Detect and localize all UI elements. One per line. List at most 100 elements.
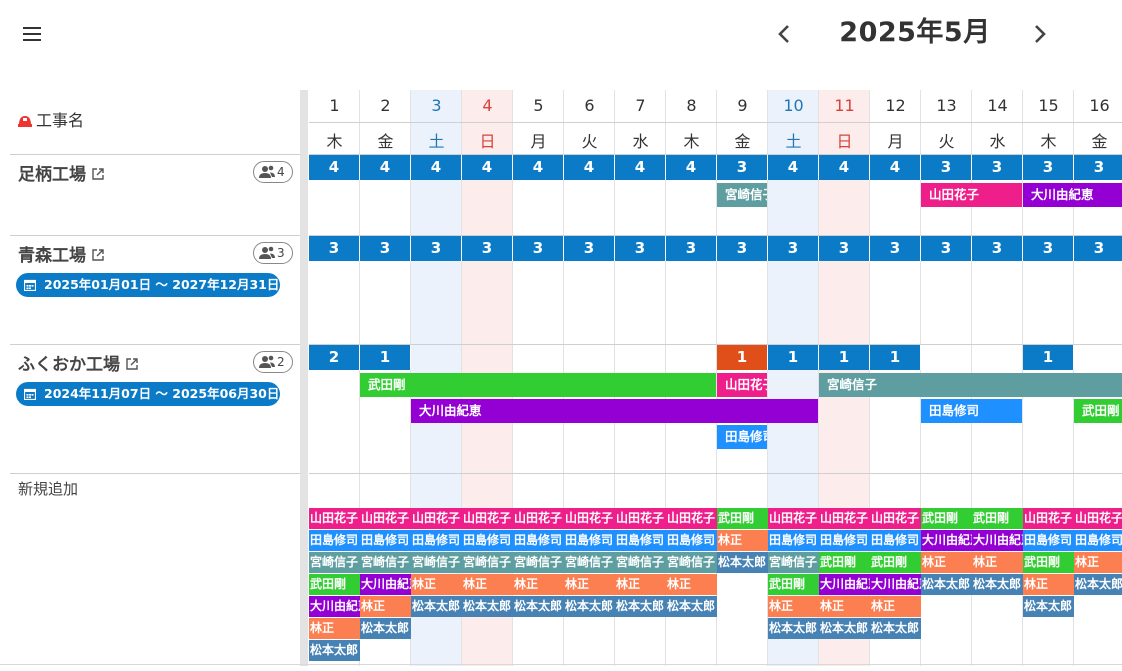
assigned-count-cell[interactable]: 3 bbox=[666, 236, 717, 261]
available-worker-chip[interactable]: 山田花子 bbox=[462, 508, 513, 529]
available-worker-chip[interactable]: 山田花子 bbox=[819, 508, 870, 529]
available-worker-chip[interactable]: 林正 bbox=[972, 552, 1023, 573]
available-worker-chip[interactable]: 松本太郎 bbox=[360, 618, 411, 639]
available-worker-chip[interactable]: 松本太郎 bbox=[309, 640, 360, 661]
available-worker-chip[interactable]: 田島修司 bbox=[870, 530, 921, 551]
available-worker-chip[interactable]: 武田剛 bbox=[972, 508, 1023, 529]
available-worker-chip[interactable]: 松本太郎 bbox=[666, 596, 717, 617]
available-worker-chip[interactable]: 大川由紀恵 bbox=[870, 574, 921, 595]
available-worker-chip[interactable]: 大川由紀恵 bbox=[972, 530, 1023, 551]
available-worker-chip[interactable]: 松本太郎 bbox=[1023, 596, 1074, 617]
project-name-link[interactable]: ふくおか工場 bbox=[18, 350, 138, 375]
available-worker-chip[interactable]: 林正 bbox=[513, 574, 564, 595]
available-worker-chip[interactable]: 林正 bbox=[309, 618, 360, 639]
available-worker-chip[interactable]: 田島修司 bbox=[615, 530, 666, 551]
available-worker-chip[interactable]: 山田花子 bbox=[564, 508, 615, 529]
assigned-count-cell[interactable]: 3 bbox=[717, 236, 768, 261]
assigned-count-cell[interactable]: 3 bbox=[1023, 155, 1074, 180]
available-worker-chip[interactable]: 林正 bbox=[411, 574, 462, 595]
assigned-count-cell[interactable]: 3 bbox=[972, 155, 1023, 180]
available-worker-chip[interactable]: 大川由紀恵 bbox=[921, 530, 972, 551]
external-link-icon[interactable] bbox=[126, 358, 138, 370]
member-count-badge[interactable]: 2 bbox=[253, 351, 293, 373]
new-add-link[interactable]: 新規追加 bbox=[18, 480, 79, 498]
project-name-link[interactable]: 青森工場 bbox=[18, 241, 104, 266]
assigned-count-cell[interactable]: 1 bbox=[819, 345, 870, 370]
available-worker-chip[interactable]: 松本太郎 bbox=[513, 596, 564, 617]
assigned-count-cell[interactable]: 4 bbox=[360, 155, 411, 180]
available-worker-chip[interactable]: 山田花子 bbox=[1023, 508, 1074, 529]
assigned-count-cell[interactable]: 3 bbox=[972, 236, 1023, 261]
available-worker-chip[interactable]: 田島修司 bbox=[1023, 530, 1074, 551]
assigned-count-cell[interactable]: 1 bbox=[870, 345, 921, 370]
assigned-count-cell[interactable]: 3 bbox=[1023, 236, 1074, 261]
available-worker-chip[interactable]: 松本太郎 bbox=[615, 596, 666, 617]
assigned-count-cell[interactable]: 3 bbox=[768, 236, 819, 261]
assignment-bar[interactable]: 田島修司 bbox=[717, 425, 767, 449]
assignment-bar[interactable]: 田島修司 bbox=[921, 399, 1022, 423]
available-worker-chip[interactable]: 田島修司 bbox=[411, 530, 462, 551]
assignment-bar[interactable]: 山田花子 bbox=[717, 373, 767, 397]
assigned-count-cell[interactable]: 3 bbox=[1074, 155, 1122, 180]
assigned-count-cell[interactable]: 3 bbox=[615, 236, 666, 261]
available-worker-chip[interactable]: 宮崎信子 bbox=[360, 552, 411, 573]
assigned-count-cell[interactable]: 1 bbox=[1023, 345, 1074, 370]
chevron-left-icon[interactable] bbox=[769, 14, 799, 54]
available-worker-chip[interactable]: 林正 bbox=[666, 574, 717, 595]
available-worker-chip[interactable]: 松本太郎 bbox=[1074, 574, 1122, 595]
assigned-count-cell[interactable]: 3 bbox=[921, 155, 972, 180]
assignment-bar[interactable]: 武田剛 bbox=[360, 373, 716, 397]
available-worker-chip[interactable]: 松本太郎 bbox=[564, 596, 615, 617]
available-worker-chip[interactable]: 武田剛 bbox=[819, 552, 870, 573]
assigned-count-cell[interactable]: 1 bbox=[768, 345, 819, 370]
available-worker-chip[interactable]: 田島修司 bbox=[768, 530, 819, 551]
available-worker-chip[interactable]: 大川由紀恵 bbox=[309, 596, 360, 617]
assigned-count-cell[interactable]: 4 bbox=[615, 155, 666, 180]
available-worker-chip[interactable]: 宮崎信子 bbox=[615, 552, 666, 573]
available-worker-chip[interactable]: 宮崎信子 bbox=[462, 552, 513, 573]
member-count-badge[interactable]: 4 bbox=[253, 161, 293, 183]
available-worker-chip[interactable]: 宮崎信子 bbox=[564, 552, 615, 573]
available-worker-chip[interactable]: 山田花子 bbox=[768, 508, 819, 529]
assigned-count-cell[interactable]: 3 bbox=[513, 236, 564, 261]
assigned-count-cell[interactable]: 1 bbox=[717, 345, 768, 370]
available-worker-chip[interactable]: 林正 bbox=[564, 574, 615, 595]
available-worker-chip[interactable]: 山田花子 bbox=[615, 508, 666, 529]
available-worker-chip[interactable]: 武田剛 bbox=[921, 508, 972, 529]
available-worker-chip[interactable]: 松本太郎 bbox=[870, 618, 921, 639]
hamburger-menu-icon[interactable] bbox=[14, 18, 50, 50]
available-worker-chip[interactable]: 松本太郎 bbox=[717, 552, 768, 573]
available-worker-chip[interactable]: 田島修司 bbox=[1074, 530, 1122, 551]
assignment-bar[interactable]: 武田剛 bbox=[1074, 399, 1122, 423]
assigned-count-cell[interactable]: 4 bbox=[666, 155, 717, 180]
assignment-bar[interactable]: 大川由紀恵 bbox=[411, 399, 818, 423]
assignment-bar[interactable]: 大川由紀恵 bbox=[1023, 183, 1122, 207]
assigned-count-cell[interactable]: 3 bbox=[360, 236, 411, 261]
available-worker-chip[interactable]: 田島修司 bbox=[819, 530, 870, 551]
assigned-count-cell[interactable]: 2 bbox=[309, 345, 360, 370]
assigned-count-cell[interactable]: 4 bbox=[870, 155, 921, 180]
available-worker-chip[interactable]: 林正 bbox=[360, 596, 411, 617]
available-worker-chip[interactable]: 田島修司 bbox=[564, 530, 615, 551]
available-worker-chip[interactable]: 宮崎信子 bbox=[666, 552, 717, 573]
available-worker-chip[interactable]: 山田花子 bbox=[666, 508, 717, 529]
available-worker-chip[interactable]: 林正 bbox=[870, 596, 921, 617]
assigned-count-cell[interactable]: 3 bbox=[870, 236, 921, 261]
available-worker-chip[interactable]: 武田剛 bbox=[1023, 552, 1074, 573]
available-worker-chip[interactable]: 山田花子 bbox=[1074, 508, 1122, 529]
available-worker-chip[interactable]: 林正 bbox=[717, 530, 768, 551]
assigned-count-cell[interactable]: 4 bbox=[768, 155, 819, 180]
available-worker-chip[interactable]: 大川由紀恵 bbox=[819, 574, 870, 595]
available-worker-chip[interactable]: 林正 bbox=[1074, 552, 1122, 573]
available-worker-chip[interactable]: 松本太郎 bbox=[411, 596, 462, 617]
available-worker-chip[interactable]: 松本太郎 bbox=[462, 596, 513, 617]
available-worker-chip[interactable]: 田島修司 bbox=[666, 530, 717, 551]
available-worker-chip[interactable]: 宮崎信子 bbox=[513, 552, 564, 573]
available-worker-chip[interactable]: 林正 bbox=[921, 552, 972, 573]
available-worker-chip[interactable]: 大川由紀恵 bbox=[360, 574, 411, 595]
assigned-count-cell[interactable]: 3 bbox=[411, 236, 462, 261]
assigned-count-cell[interactable]: 3 bbox=[819, 236, 870, 261]
available-worker-chip[interactable]: 山田花子 bbox=[411, 508, 462, 529]
available-worker-chip[interactable]: 林正 bbox=[615, 574, 666, 595]
available-worker-chip[interactable]: 武田剛 bbox=[870, 552, 921, 573]
